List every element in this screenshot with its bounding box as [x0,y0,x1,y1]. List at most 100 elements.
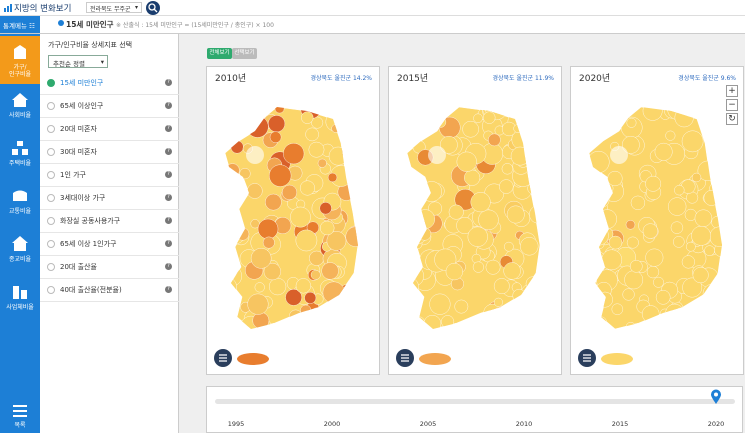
help-icon[interactable]: ? [165,240,172,247]
indicator-name: 15세 미만인구 [66,20,114,29]
indicator-item[interactable]: 20대 출산율? [40,256,179,279]
nav-item[interactable]: 사회비율 [0,84,40,132]
region [611,303,624,315]
tab-all[interactable]: 전체보기 [207,48,232,59]
region [300,304,312,316]
nav-icon [12,141,28,155]
nav-item[interactable]: 사업체비율 [0,276,40,324]
region [239,168,251,180]
region [653,276,664,288]
indicator-item[interactable]: 65세 이상 1인가구? [40,233,179,256]
search-button[interactable] [146,1,160,15]
region [247,293,269,315]
region [597,209,617,229]
region [257,218,279,240]
region [668,197,687,216]
region [694,317,714,329]
indicator-item[interactable]: 15세 미만인구? [40,72,179,95]
menu-button[interactable]: 통계메뉴 ☷ [0,16,40,33]
region [268,115,286,133]
help-icon[interactable]: ? [165,286,172,293]
icon-shape [14,45,26,59]
sort-select[interactable]: 추천순 정렬 ▾ [48,55,108,68]
region [691,172,702,183]
nav-icon [12,236,28,251]
help-icon[interactable]: ? [165,125,172,132]
nav-item[interactable]: 목록 [0,394,40,442]
help-icon[interactable]: ? [165,217,172,224]
indicator-item[interactable]: 30대 미혼자? [40,141,179,164]
region [274,107,285,114]
sort-text: 추천순 정렬 [53,60,85,68]
region [408,314,420,326]
zoom-control[interactable]: ↻ [726,113,738,125]
region [589,150,610,173]
map-note: 경상북도 울진군 14.2% [310,75,372,82]
region [269,131,282,143]
indicator-item[interactable]: 65세 이상인구? [40,95,179,118]
region [523,107,540,124]
region [673,236,685,248]
radio [47,102,55,110]
indicator-item[interactable]: 3세대이상 가구? [40,187,179,210]
region [672,307,691,326]
region [225,113,238,128]
region [335,107,353,125]
nav-item[interactable]: 종교비율 [0,228,40,276]
radio [47,125,55,133]
seoul-area [246,146,264,164]
region [533,192,540,201]
item-label: 15세 미만인구 [60,79,104,87]
nav-label: 사업체비율 [6,304,34,311]
help-icon[interactable]: ? [165,171,172,178]
region [681,255,695,269]
region [321,262,339,280]
help-icon[interactable]: ? [165,79,172,86]
help-icon[interactable]: ? [165,194,172,201]
region [709,121,721,133]
nav-label: 목록 [14,422,26,429]
region [320,220,335,236]
indicator-item[interactable]: 40대 출산율(전분율)? [40,279,179,302]
region [589,115,604,131]
region [630,195,646,210]
region [595,316,607,329]
region [506,205,525,224]
map-year: 2015년 [397,74,429,84]
region [692,314,713,329]
item-label: 화장실 공동사용가구 [60,217,121,225]
legend-toggle[interactable] [577,347,637,369]
region [709,299,722,320]
nav-item[interactable]: 교통비율 [0,180,40,228]
region [299,180,315,196]
zoom-control[interactable]: − [726,99,738,111]
seoul-area [610,146,628,164]
region [407,169,420,185]
indicator-item[interactable]: 화장실 공동사용가구? [40,210,179,233]
region [704,245,715,256]
radio [47,171,55,179]
region [679,312,697,329]
tab-selected[interactable]: 선택보기 [232,48,257,59]
help-icon[interactable]: ? [165,102,172,109]
legend-toggle[interactable] [395,347,455,369]
timeline-pin[interactable] [710,389,722,405]
region [706,139,716,149]
nav-item[interactable]: 주택비율 [0,132,40,180]
choropleth-map [224,106,359,330]
legend-toggle[interactable] [213,347,273,369]
region [283,143,305,165]
formula: ※ 산출식 : 15세 미만인구 = (15세미만인구 / 총인구) × 100 [116,22,274,29]
help-icon[interactable]: ? [165,263,172,270]
radio [47,286,55,294]
indicator-item[interactable]: 1인 가구? [40,164,179,187]
region [351,125,358,138]
region [686,241,696,252]
region-select[interactable]: 전라북도 무주군 ▾ [86,2,142,13]
region [305,127,319,142]
nav-item[interactable]: 가구/ 인구비율 [0,36,40,84]
help-icon[interactable]: ? [165,148,172,155]
indicator-item[interactable]: 20대 미혼자? [40,118,179,141]
menu-text: 통계메뉴 [3,22,27,30]
zoom-control[interactable]: + [726,85,738,97]
